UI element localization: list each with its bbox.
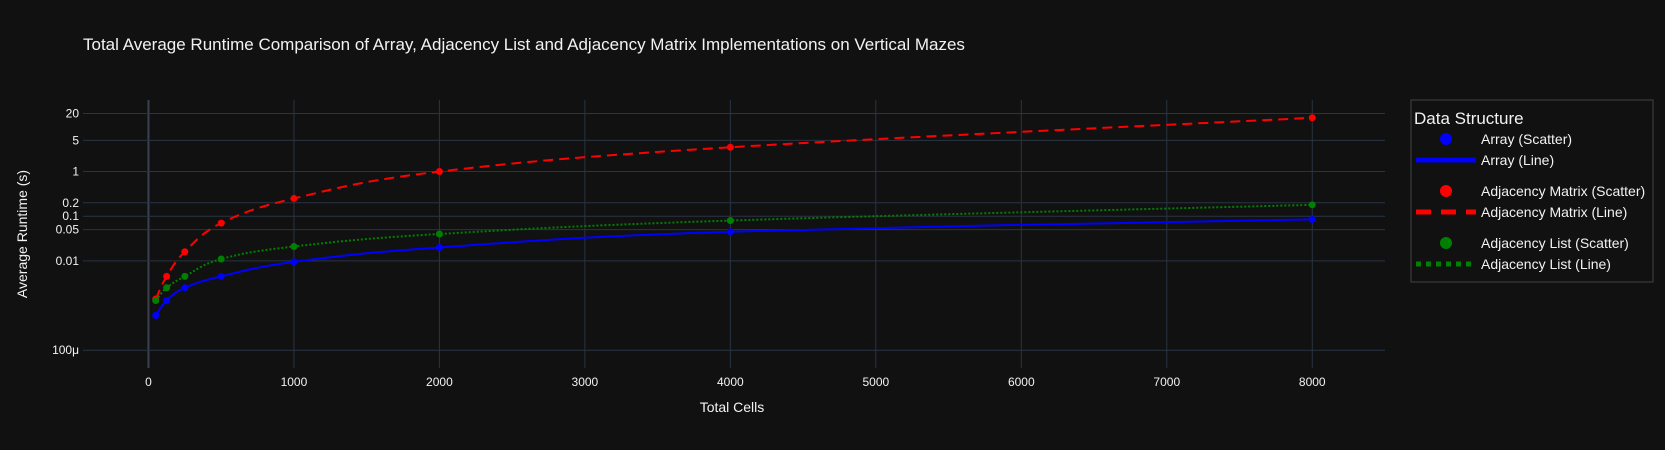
x-tick-label: 2000 xyxy=(426,375,453,389)
legend-label-line-array: Array (Line) xyxy=(1481,152,1554,168)
legend-marker-array xyxy=(1440,133,1452,145)
x-tick-label: 4000 xyxy=(717,375,744,389)
data-point-array xyxy=(152,311,160,319)
data-point-adjacency-list xyxy=(726,217,734,225)
legend: Data Structure Array (Scatter) Array (Lin… xyxy=(1410,99,1654,283)
series-line-array xyxy=(154,218,1313,317)
data-point-adjacency-matrix xyxy=(1308,114,1316,122)
x-axis-title: Total Cells xyxy=(700,399,765,415)
legend-items: Array (Scatter) Array (Line) Adjacency Mat… xyxy=(1416,131,1645,272)
legend-marker-adjacency-matrix xyxy=(1440,185,1452,197)
legend-label-scatter-array: Array (Scatter) xyxy=(1481,131,1572,147)
data-point-array xyxy=(1308,215,1316,223)
data-point-adjacency-matrix xyxy=(217,219,225,227)
y-axis-title: Average Runtime (s) xyxy=(14,170,30,298)
series-layer xyxy=(152,114,1316,319)
tick-labels: 0 1000 2000 3000 4000 5000 6000 7000 8000 100μ 0.0… xyxy=(52,106,1326,389)
x-tick-label: 3000 xyxy=(572,375,599,389)
data-point-array xyxy=(726,228,734,236)
data-point-array xyxy=(163,296,171,304)
data-point-adjacency-list xyxy=(181,272,189,280)
data-point-adjacency-matrix xyxy=(181,248,189,256)
x-tick-label: 5000 xyxy=(862,375,889,389)
series-line-adjacency-matrix xyxy=(154,116,1313,300)
data-point-array xyxy=(435,243,443,251)
series-line-adjacency-list xyxy=(154,203,1313,302)
data-point-adjacency-list xyxy=(1308,201,1316,209)
x-tick-label: 6000 xyxy=(1008,375,1035,389)
y-tick-label: 0.05 xyxy=(56,223,80,237)
data-point-adjacency-matrix xyxy=(435,168,443,176)
data-point-adjacency-list xyxy=(152,296,160,304)
y-tick-label: 5 xyxy=(72,133,79,147)
y-tick-label: 0.2 xyxy=(62,196,79,210)
y-tick-label: 1 xyxy=(72,165,79,179)
y-tick-label: 100μ xyxy=(52,343,79,357)
data-point-adjacency-list xyxy=(290,242,298,250)
legend-marker-adjacency-list xyxy=(1440,237,1452,249)
data-point-adjacency-matrix xyxy=(290,194,298,202)
legend-label-scatter-adjacency-matrix: Adjacency Matrix (Scatter) xyxy=(1481,183,1645,199)
y-tick-label: 20 xyxy=(66,106,80,120)
data-point-array xyxy=(217,272,225,280)
series-adjacency-list xyxy=(152,201,1316,304)
legend-title: Data Structure xyxy=(1414,109,1524,128)
y-tick-label: 0.1 xyxy=(62,209,79,223)
x-tick-label: 7000 xyxy=(1153,375,1180,389)
series-array xyxy=(152,215,1316,319)
legend-label-scatter-adjacency-list: Adjacency List (Scatter) xyxy=(1481,235,1629,251)
x-tick-label: 1000 xyxy=(281,375,308,389)
data-point-adjacency-list xyxy=(435,230,443,238)
x-tick-label: 0 xyxy=(145,375,152,389)
legend-label-line-adjacency-matrix: Adjacency Matrix (Line) xyxy=(1481,204,1627,220)
data-point-adjacency-matrix xyxy=(163,272,171,280)
data-point-adjacency-matrix xyxy=(726,143,734,151)
x-tick-label: 8000 xyxy=(1299,375,1326,389)
grid xyxy=(83,100,1385,368)
y-tick-label: 0.01 xyxy=(56,254,80,268)
data-point-array xyxy=(181,284,189,292)
data-point-array xyxy=(290,258,298,266)
data-point-adjacency-list xyxy=(217,255,225,263)
legend-label-line-adjacency-list: Adjacency List (Line) xyxy=(1481,256,1611,272)
data-point-adjacency-list xyxy=(163,284,171,292)
chart-title: Total Average Runtime Comparison of Arra… xyxy=(83,35,965,54)
